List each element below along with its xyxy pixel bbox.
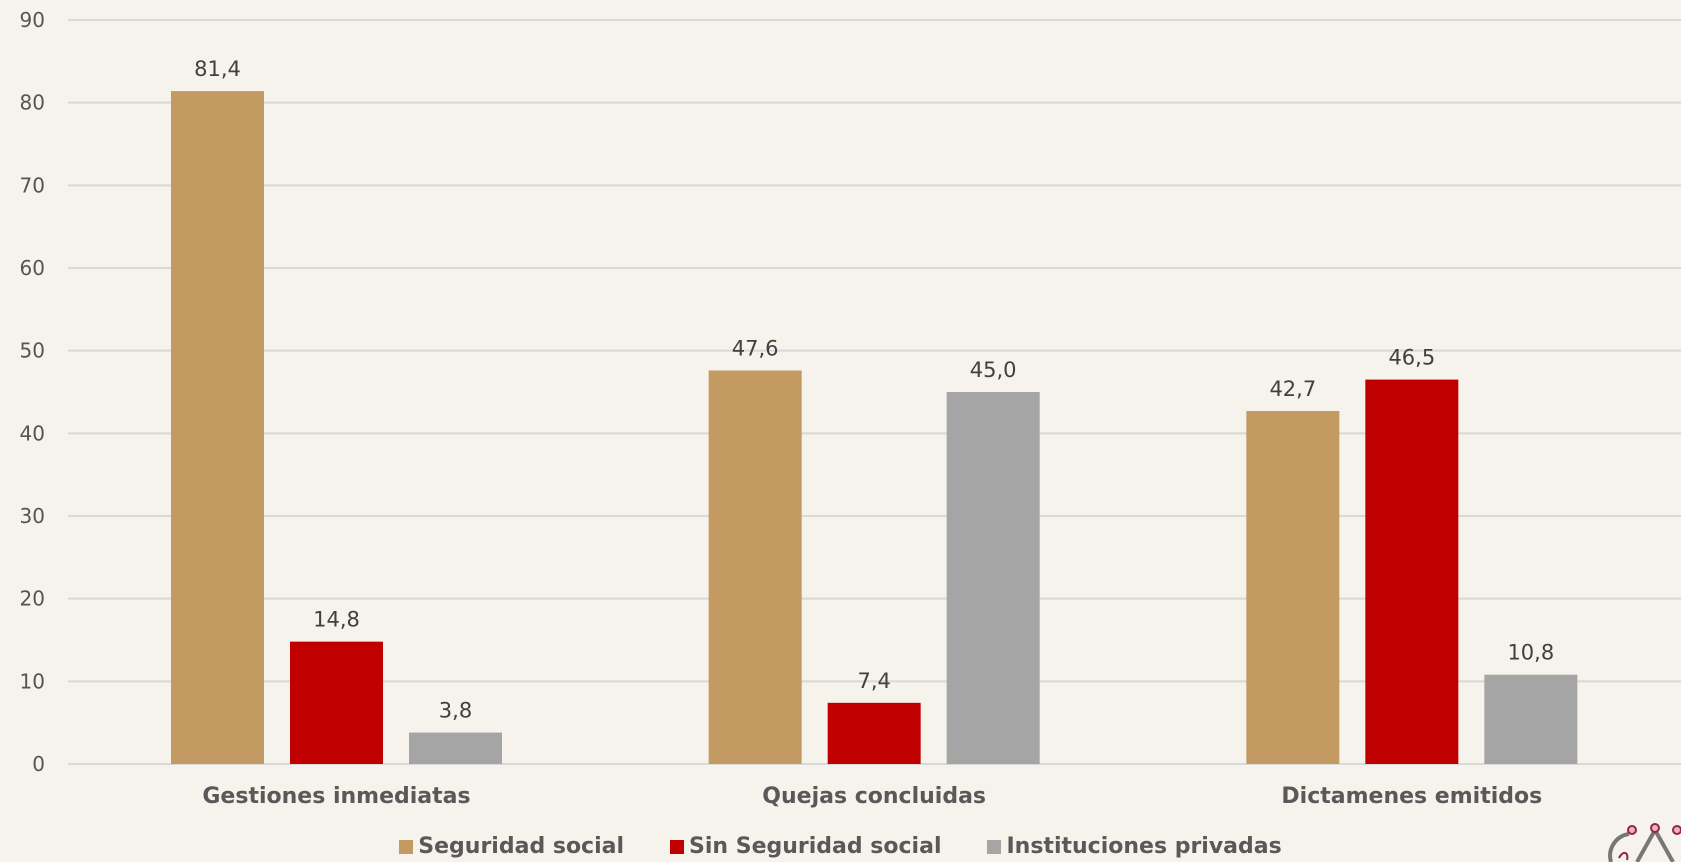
bar [171,91,264,765]
legend-item-instituciones-privadas: Instituciones privadas [987,834,1282,859]
data-label: 42,7 [1269,377,1316,401]
x-tick-label: Dictamenes emitidos [1281,784,1542,809]
legend: Seguridad social Sin Seguridad social In… [0,834,1681,859]
bar [409,732,502,764]
data-label: 47,6 [732,337,779,361]
y-tick-label: 0 [32,752,45,776]
bar-chart: 0 10 20 30 40 50 60 70 80 90 81,4 14,8 3,8 Gestiones … [20,8,1681,809]
data-label: 7,4 [857,669,890,693]
data-label: 81,4 [194,57,241,81]
legend-label: Sin Seguridad social [689,834,942,859]
legend-label: Seguridad social [418,834,625,859]
bar [1365,379,1459,764]
data-label: 14,8 [313,608,360,632]
data-label: 45,0 [970,358,1017,382]
y-tick-label: 50 [20,339,45,363]
bar [290,641,383,764]
x-tick-label: Quejas concluidas [762,784,986,809]
y-tick-label: 80 [20,91,45,115]
y-tick-label: 30 [20,504,45,528]
bar [827,702,921,764]
bar [946,392,1040,764]
data-label: 10,8 [1507,641,1554,665]
data-label: 46,5 [1388,346,1435,370]
legend-swatch-seguridad-social [399,839,414,854]
legend-item-seguridad-social: Seguridad social [399,834,624,859]
legend-swatch-instituciones-privadas [987,839,1002,854]
legend-item-sin-seguridad-social: Sin Seguridad social [670,834,941,859]
institution-logo-icon [1608,823,1681,862]
bar [1484,674,1578,764]
y-tick-label: 90 [20,8,45,32]
y-tick-label: 60 [20,256,45,280]
y-tick-label: 20 [20,587,45,611]
data-label: 3,8 [439,699,472,723]
x-tick-label: Gestiones inmediatas [202,784,470,809]
legend-swatch-sin-seguridad-social [670,839,685,854]
bar [708,370,802,764]
y-tick-label: 10 [20,669,45,693]
y-tick-label: 70 [20,173,45,197]
bar [1246,411,1340,764]
legend-label: Instituciones privadas [1006,834,1282,859]
y-tick-label: 40 [20,421,45,445]
